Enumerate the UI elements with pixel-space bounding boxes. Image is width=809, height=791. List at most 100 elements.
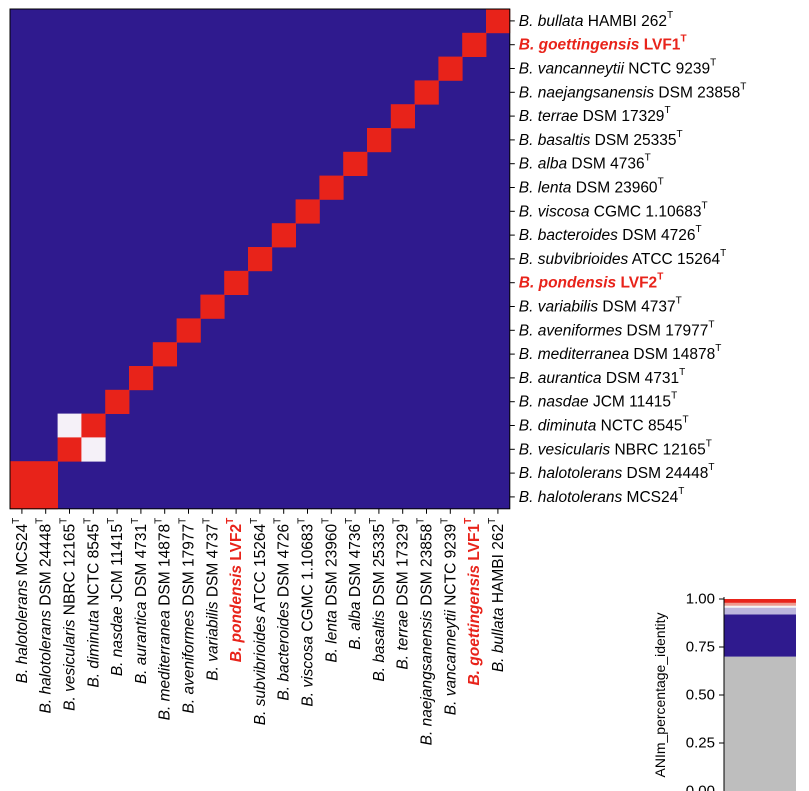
strain-label: B. pondensis LVF2T xyxy=(519,271,664,291)
type-strain-superscript: T xyxy=(645,152,651,163)
species-text: mediterranea xyxy=(538,346,630,363)
strain-label: B. lenta DSM 23960T xyxy=(320,518,340,663)
genus-text: B. xyxy=(519,250,534,267)
type-strain-superscript: T xyxy=(664,105,670,116)
colorbar-segment xyxy=(724,605,796,608)
genus-text: B. xyxy=(323,648,340,663)
heatmap-cell xyxy=(10,461,35,486)
genus-text: B. xyxy=(61,696,78,711)
genus-text: B. xyxy=(37,699,54,714)
species-text: terrae xyxy=(394,610,411,651)
species-text: mediterranea xyxy=(156,610,173,702)
strain-label: B. bacteroides DSM 4726T xyxy=(272,518,292,701)
strain-label: B. mediterranea DSM 14878T xyxy=(519,343,722,363)
strain-label: B. aurantica DSM 4731T xyxy=(519,366,685,386)
strain-text: DSM 4737 xyxy=(602,298,675,315)
strain-text: DSM 23858 xyxy=(658,84,740,101)
strain-label: B. vesicularis NBRC 12165T xyxy=(58,518,78,711)
type-strain-superscript: T xyxy=(706,438,712,449)
type-strain-superscript: T xyxy=(344,518,355,524)
type-strain-superscript: T xyxy=(34,518,45,524)
genus-text: B. xyxy=(228,647,245,663)
type-strain-superscript: T xyxy=(671,390,677,401)
species-text: vancanneytii xyxy=(442,610,459,697)
genus-text: B. xyxy=(519,155,534,172)
type-strain-superscript: T xyxy=(708,462,714,473)
strain-label: B. subvibrioides ATCC 15264T xyxy=(519,247,726,267)
strain-text: DSM 24448 xyxy=(627,465,709,482)
genus-text: B. xyxy=(466,670,483,686)
strain-text: HAMBI 262 xyxy=(489,524,506,603)
heatmap-cell xyxy=(81,413,106,438)
type-strain-superscript: T xyxy=(248,518,259,524)
species-text: pondensis xyxy=(228,565,245,644)
heatmap-cell xyxy=(57,437,82,462)
strain-label: B. subvibrioides ATCC 15264T xyxy=(248,518,268,725)
species-text: variabilis xyxy=(204,601,221,662)
type-strain-superscript: T xyxy=(129,518,140,524)
genus-text: B. xyxy=(442,701,459,716)
genus-text: B. xyxy=(519,179,534,196)
strain-label: B. vancanneytii NCTC 9239T xyxy=(439,518,459,715)
species-text: viscosa xyxy=(299,636,316,688)
strain-label: B. viscosa CGMC 1.10683T xyxy=(519,200,708,220)
species-text: halotolerans xyxy=(538,465,623,482)
species-text: naejangsanensis xyxy=(418,610,435,727)
heatmap-cell xyxy=(57,413,82,438)
type-strain-superscript: T xyxy=(701,200,707,211)
strain-text: DSM 17329 xyxy=(394,524,411,606)
type-strain-superscript: T xyxy=(740,81,746,92)
strain-label: B. variabilis DSM 4737T xyxy=(519,295,682,315)
strain-text: DSM 4736 xyxy=(347,524,364,597)
strain-text: DSM 4726 xyxy=(622,227,695,244)
genus-text: B. xyxy=(519,203,534,220)
genus-text: B. xyxy=(156,706,173,721)
strain-text: DSM 14878 xyxy=(633,346,715,363)
genus-text: B. xyxy=(519,488,534,505)
type-strain-superscript: T xyxy=(82,518,93,524)
strain-text: LVF1 xyxy=(466,524,483,561)
strain-label: B. nasdae JCM 11415T xyxy=(519,390,677,410)
species-text: variabilis xyxy=(538,298,599,315)
type-strain-superscript: T xyxy=(695,224,701,235)
strain-label: B. diminuta NCTC 8545T xyxy=(82,518,102,688)
type-strain-superscript: T xyxy=(320,518,331,524)
species-text: goettingensis xyxy=(466,565,483,667)
genus-text: B. xyxy=(519,322,534,339)
strain-text: DSM 25335 xyxy=(595,131,677,148)
colorbar-tick-label: 0.75 xyxy=(686,639,715,656)
genus-text: B. xyxy=(370,667,387,682)
species-text: diminuta xyxy=(85,610,102,669)
genus-text: B. xyxy=(519,441,534,458)
genus-text: B. xyxy=(204,666,221,681)
colorbar-tick-label: 0.50 xyxy=(686,687,715,704)
genus-text: B. xyxy=(519,84,534,101)
species-text: halotolerans xyxy=(37,610,54,695)
species-text: nasdae xyxy=(109,606,126,657)
colorbar-segment xyxy=(724,599,796,603)
type-strain-superscript: T xyxy=(677,128,683,139)
strain-label: B. halotolerans DSM 24448T xyxy=(519,462,715,482)
type-strain-superscript: T xyxy=(106,518,117,524)
type-strain-superscript: T xyxy=(658,176,664,187)
heatmap-cell xyxy=(295,199,320,224)
strain-text: LVF2 xyxy=(620,274,657,291)
strain-label: B. basaltis DSM 25335T xyxy=(367,518,387,682)
type-strain-superscript: T xyxy=(708,319,714,330)
species-text: lenta xyxy=(323,610,340,644)
type-strain-superscript: T xyxy=(439,518,450,524)
strain-label: B. naejangsanensis DSM 23858T xyxy=(415,518,435,746)
species-text: diminuta xyxy=(538,417,597,434)
strain-text: NCTC 8545 xyxy=(601,417,683,434)
species-text: terrae xyxy=(538,108,579,125)
genus-text: B. xyxy=(519,60,534,77)
heatmap-cell xyxy=(438,56,463,81)
species-text: subvibrioides xyxy=(538,250,629,267)
strain-text: NCTC 8545 xyxy=(85,524,102,606)
strain-label: B. pondensis LVF2T xyxy=(225,518,245,663)
type-strain-superscript: T xyxy=(58,518,69,524)
strain-label: B. naejangsanensis DSM 23858T xyxy=(519,81,747,101)
species-text: bacteroides xyxy=(275,601,292,681)
strain-label: B. goettingensis LVF1T xyxy=(463,518,483,686)
